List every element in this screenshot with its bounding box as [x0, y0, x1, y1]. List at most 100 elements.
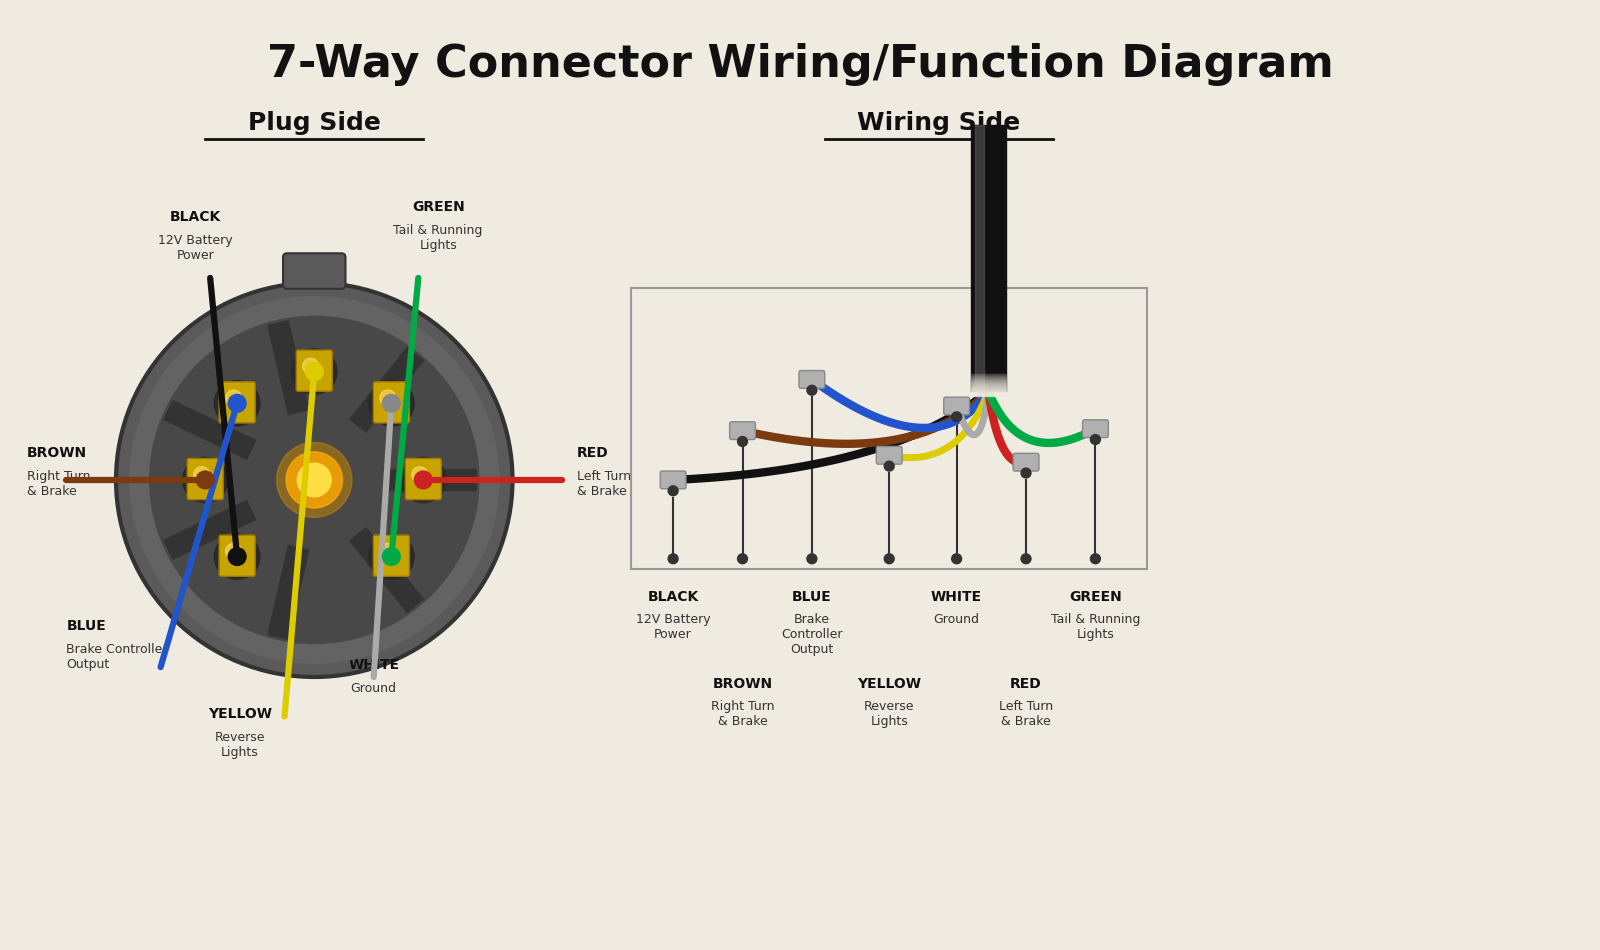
Bar — [976, 125, 984, 391]
Text: Right Turn
& Brake: Right Turn & Brake — [27, 470, 90, 498]
FancyBboxPatch shape — [373, 382, 410, 423]
Bar — [632, 288, 1147, 569]
Circle shape — [669, 554, 678, 563]
FancyBboxPatch shape — [373, 535, 410, 577]
Bar — [971, 390, 1006, 391]
Circle shape — [1091, 434, 1101, 445]
Bar — [971, 395, 1006, 396]
Text: Right Turn
& Brake: Right Turn & Brake — [710, 699, 774, 728]
Text: BLACK: BLACK — [170, 210, 221, 224]
Bar — [971, 391, 1006, 392]
Circle shape — [306, 363, 323, 380]
Bar — [971, 374, 1006, 375]
Text: GREEN: GREEN — [1069, 590, 1122, 604]
Circle shape — [1021, 554, 1030, 563]
FancyBboxPatch shape — [944, 397, 970, 415]
Circle shape — [229, 548, 246, 565]
Bar — [971, 384, 1006, 385]
Circle shape — [400, 457, 446, 503]
Circle shape — [226, 543, 242, 560]
Bar — [971, 382, 1006, 384]
Bar — [971, 394, 1006, 395]
Circle shape — [226, 390, 242, 406]
Bar — [971, 377, 1006, 378]
Text: 12V Battery
Power: 12V Battery Power — [635, 613, 710, 641]
FancyBboxPatch shape — [219, 535, 254, 577]
Circle shape — [885, 461, 894, 471]
Circle shape — [382, 548, 400, 565]
Circle shape — [291, 349, 338, 394]
Bar — [971, 387, 1006, 388]
Text: Tail & Running
Lights: Tail & Running Lights — [1051, 613, 1141, 641]
Circle shape — [229, 394, 246, 412]
Circle shape — [1091, 554, 1101, 563]
Circle shape — [197, 471, 214, 489]
Circle shape — [368, 534, 414, 580]
Text: Reverse
Lights: Reverse Lights — [214, 732, 266, 759]
Text: Ground: Ground — [350, 682, 397, 695]
Circle shape — [885, 554, 894, 563]
Text: Brake Controller
Output: Brake Controller Output — [67, 642, 168, 671]
Bar — [971, 381, 1006, 382]
Circle shape — [411, 466, 427, 483]
Bar — [971, 373, 1006, 374]
Bar — [971, 386, 1006, 387]
Text: BLUE: BLUE — [792, 590, 832, 604]
Text: WHITE: WHITE — [349, 658, 400, 672]
FancyBboxPatch shape — [405, 459, 442, 500]
Bar — [971, 380, 1006, 381]
Circle shape — [150, 316, 478, 643]
Text: Left Turn
& Brake: Left Turn & Brake — [998, 699, 1053, 728]
Bar — [971, 388, 1006, 389]
Bar — [971, 376, 1006, 377]
Circle shape — [382, 394, 400, 412]
Text: Wiring Side: Wiring Side — [858, 111, 1021, 135]
FancyBboxPatch shape — [1083, 420, 1109, 438]
Circle shape — [379, 390, 395, 406]
Text: BROWN: BROWN — [27, 446, 86, 460]
Circle shape — [806, 386, 818, 395]
Circle shape — [1021, 468, 1030, 478]
Circle shape — [115, 283, 512, 677]
Circle shape — [368, 381, 414, 426]
FancyBboxPatch shape — [187, 459, 224, 500]
Circle shape — [952, 554, 962, 563]
FancyBboxPatch shape — [730, 422, 755, 440]
Circle shape — [214, 534, 259, 580]
Bar — [971, 393, 1006, 394]
Text: YELLOW: YELLOW — [208, 708, 272, 721]
Circle shape — [414, 471, 432, 489]
Text: RED: RED — [578, 446, 608, 460]
FancyBboxPatch shape — [219, 382, 254, 423]
Text: BLUE: BLUE — [67, 618, 106, 633]
Text: RED: RED — [1010, 677, 1042, 691]
Bar — [971, 379, 1006, 380]
Text: Ground: Ground — [934, 613, 979, 626]
Text: Plug Side: Plug Side — [248, 111, 381, 135]
Bar — [971, 375, 1006, 376]
Circle shape — [214, 381, 259, 426]
FancyBboxPatch shape — [296, 350, 333, 391]
Circle shape — [379, 543, 395, 560]
FancyBboxPatch shape — [283, 254, 346, 289]
Bar — [971, 372, 1006, 373]
Circle shape — [194, 466, 210, 483]
Circle shape — [182, 457, 229, 503]
Bar — [971, 392, 1006, 393]
FancyBboxPatch shape — [1013, 453, 1038, 471]
Text: WHITE: WHITE — [931, 590, 982, 604]
Circle shape — [806, 554, 818, 563]
Text: 12V Battery
Power: 12V Battery Power — [158, 234, 232, 261]
Bar — [971, 378, 1006, 379]
Circle shape — [738, 554, 747, 563]
Bar — [971, 125, 1006, 391]
Text: BROWN: BROWN — [712, 677, 773, 691]
Circle shape — [669, 485, 678, 496]
Circle shape — [298, 463, 331, 497]
Bar — [971, 371, 1006, 372]
Circle shape — [952, 412, 962, 422]
Circle shape — [286, 452, 342, 508]
FancyBboxPatch shape — [798, 370, 824, 389]
Text: 7-Way Connector Wiring/Function Diagram: 7-Way Connector Wiring/Function Diagram — [267, 43, 1333, 86]
FancyBboxPatch shape — [661, 471, 686, 489]
